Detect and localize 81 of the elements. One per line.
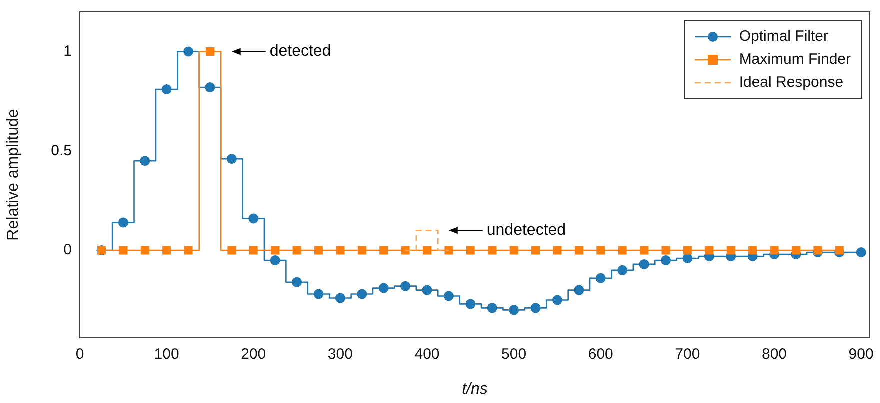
x-tick-label: 500 bbox=[502, 346, 527, 364]
point bbox=[423, 246, 432, 255]
point bbox=[140, 246, 150, 255]
point bbox=[488, 246, 497, 255]
point bbox=[401, 246, 410, 255]
point bbox=[553, 246, 562, 255]
point bbox=[335, 293, 346, 304]
point bbox=[444, 291, 454, 302]
legend-label: Ideal Response bbox=[739, 74, 844, 91]
point bbox=[574, 285, 584, 296]
point bbox=[530, 303, 541, 314]
point bbox=[184, 46, 194, 57]
point bbox=[748, 246, 758, 255]
x-tick-label: 700 bbox=[675, 346, 700, 364]
point bbox=[509, 305, 520, 316]
point bbox=[206, 48, 214, 56]
y-tick-label: 1 bbox=[64, 42, 72, 60]
point bbox=[314, 289, 324, 300]
point bbox=[487, 303, 498, 314]
x-axis-title: t/ns bbox=[462, 380, 488, 398]
x-tick-label: 800 bbox=[762, 346, 788, 364]
x-tick-label: 600 bbox=[588, 346, 614, 364]
point bbox=[357, 289, 368, 300]
point bbox=[532, 246, 540, 255]
point bbox=[792, 246, 800, 255]
point bbox=[119, 246, 128, 255]
point bbox=[574, 246, 584, 255]
point bbox=[140, 156, 150, 166]
x-tick-label: 200 bbox=[241, 346, 266, 364]
point bbox=[292, 246, 302, 255]
point bbox=[835, 246, 844, 255]
point bbox=[856, 248, 866, 258]
point bbox=[705, 246, 714, 255]
point bbox=[205, 82, 216, 93]
annotation: detected bbox=[270, 43, 332, 60]
point bbox=[314, 246, 323, 255]
point bbox=[248, 214, 259, 224]
legend-label: Optimal Filter bbox=[739, 28, 828, 45]
point bbox=[640, 246, 649, 255]
point bbox=[249, 246, 258, 255]
x-tick-label: 300 bbox=[328, 346, 353, 364]
point bbox=[662, 246, 670, 255]
point bbox=[770, 246, 779, 255]
point bbox=[444, 246, 454, 255]
point bbox=[618, 265, 628, 276]
point bbox=[270, 255, 280, 266]
point bbox=[466, 246, 475, 255]
x-tick-label: 100 bbox=[154, 346, 180, 364]
point bbox=[400, 281, 411, 292]
point bbox=[552, 295, 562, 306]
point bbox=[336, 246, 345, 255]
point bbox=[618, 246, 627, 255]
point bbox=[726, 246, 736, 255]
x-tick-label: 400 bbox=[414, 346, 440, 364]
point bbox=[639, 259, 650, 270]
point bbox=[660, 255, 671, 266]
y-axis-title: Relative amplitude bbox=[5, 109, 22, 241]
point bbox=[228, 246, 236, 255]
point bbox=[292, 277, 302, 288]
point bbox=[378, 283, 389, 294]
point bbox=[118, 218, 128, 228]
x-tick-label: 900 bbox=[848, 346, 874, 364]
point bbox=[271, 246, 280, 255]
y-tick-label: 0.5 bbox=[51, 142, 72, 160]
point bbox=[184, 246, 193, 255]
point bbox=[596, 246, 606, 255]
point bbox=[422, 285, 432, 296]
point bbox=[510, 246, 518, 255]
x-tick-label: 0 bbox=[76, 346, 84, 364]
point bbox=[162, 246, 172, 255]
point bbox=[358, 246, 366, 255]
point bbox=[380, 246, 388, 255]
annotation: undetected bbox=[486, 222, 566, 240]
y-tick-label: 0 bbox=[64, 242, 72, 259]
point bbox=[596, 273, 606, 284]
legend-label: Maximum Finder bbox=[739, 51, 851, 68]
point bbox=[162, 84, 172, 95]
point bbox=[683, 246, 692, 255]
point bbox=[226, 154, 237, 164]
point bbox=[466, 299, 476, 310]
point bbox=[814, 246, 822, 255]
